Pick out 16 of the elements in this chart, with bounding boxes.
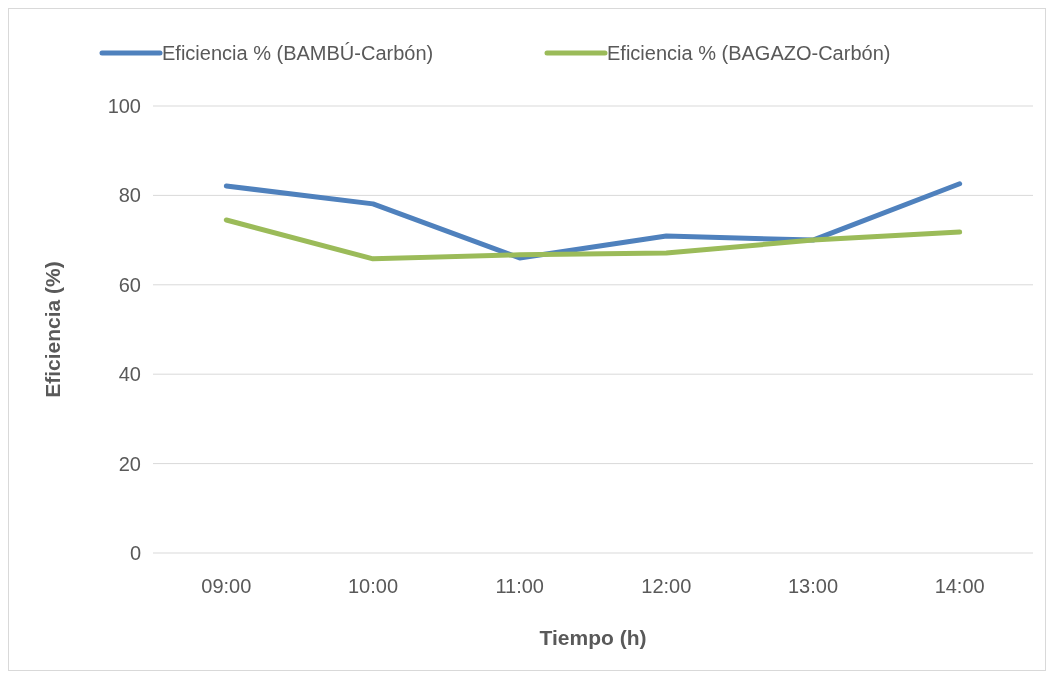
x-tick-label: 12:00 — [641, 575, 692, 597]
y-tick-label: 100 — [107, 95, 141, 117]
y-tick-label: 0 — [129, 542, 141, 564]
x-tick-label: 14:00 — [934, 575, 985, 597]
legend-label: Eficiencia % (BAGAZO-Carbón) — [607, 42, 891, 64]
y-tick-label: 80 — [118, 184, 141, 207]
y-tick-label: 60 — [118, 273, 141, 296]
x-tick-label: 13:00 — [787, 575, 839, 597]
y-axis-title: Eficiencia (%) — [41, 261, 64, 398]
y-tick-label: 20 — [118, 452, 141, 475]
x-axis-title: Tiempo (h) — [539, 626, 647, 649]
y-tick-label: 40 — [118, 363, 141, 386]
x-tick-label: 09:00 — [201, 575, 252, 597]
x-tick-label: 11:00 — [495, 575, 544, 597]
legend-label: Eficiencia % (BAMBÚ-Carbón) — [162, 42, 434, 64]
x-tick-label: 10:00 — [347, 575, 399, 597]
